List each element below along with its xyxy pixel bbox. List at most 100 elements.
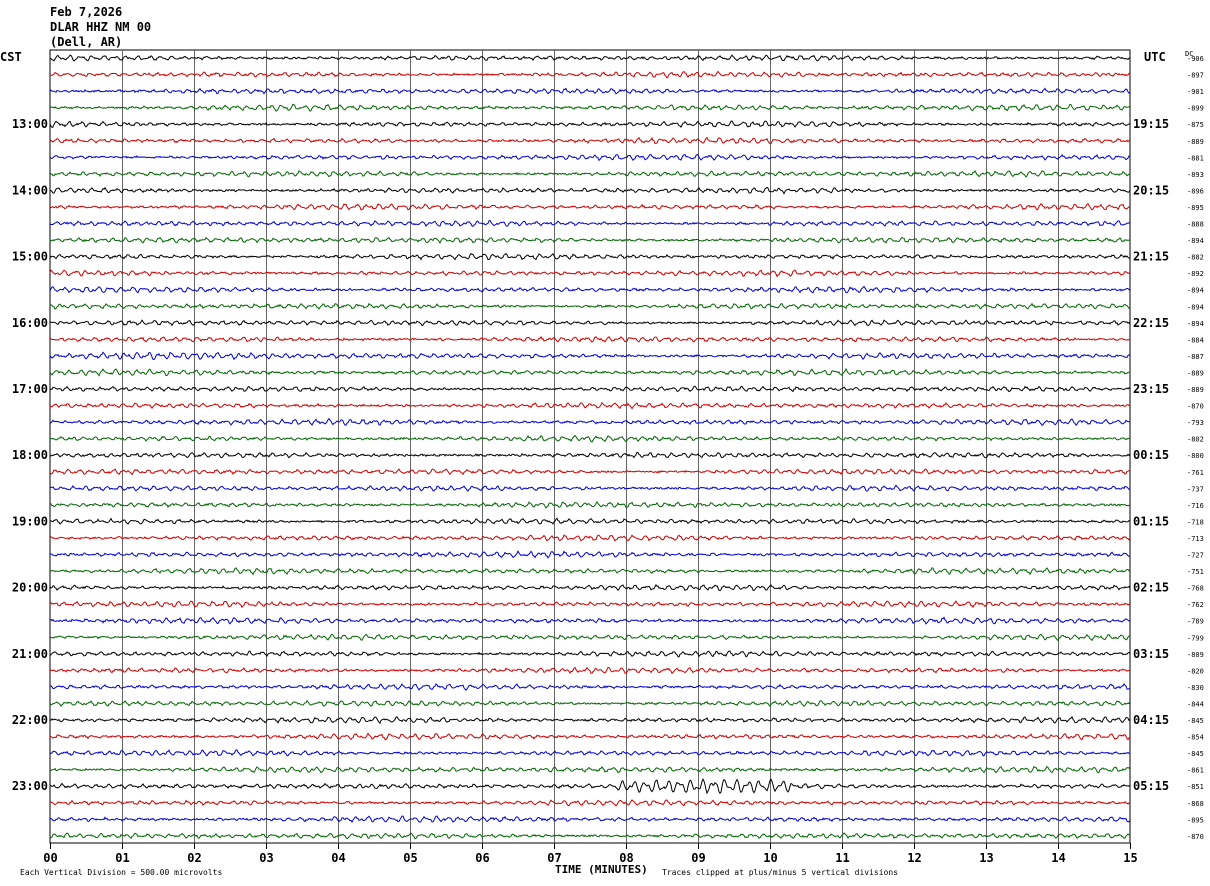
dc-offset-label: -800 — [1187, 452, 1204, 460]
seismic-trace — [49, 54, 1131, 62]
x-tick-label: 04 — [331, 851, 345, 865]
x-tick-label: 00 — [43, 851, 57, 865]
left-hour-label: 18:00 — [12, 448, 48, 462]
right-hour-label: 01:15 — [1133, 514, 1169, 528]
dc-offset-label: -789 — [1187, 618, 1204, 626]
dc-offset-label: -713 — [1187, 535, 1204, 543]
dc-offset-label: -894 — [1187, 303, 1204, 311]
seismic-trace — [49, 302, 1131, 310]
seismic-trace — [49, 815, 1131, 824]
right-timezone-label: UTC — [1144, 50, 1166, 64]
dc-offset-label: -845 — [1187, 717, 1204, 725]
x-tick-label: 01 — [115, 851, 129, 865]
left-timezone-label: CST — [0, 50, 22, 64]
dc-offset-label: -802 — [1187, 436, 1204, 444]
dc-offset-label: -870 — [1187, 833, 1204, 841]
seismic-trace — [49, 633, 1131, 642]
dc-offset-label: -899 — [1187, 105, 1204, 113]
left-hour-label: 17:00 — [12, 382, 48, 396]
dc-offset-label: -762 — [1187, 601, 1204, 609]
right-hour-label: 04:15 — [1133, 713, 1169, 727]
seismic-trace — [49, 484, 1131, 492]
right-hour-label: 19:15 — [1133, 117, 1169, 131]
location-label: (Dell, AR) — [50, 35, 123, 49]
seismic-trace — [49, 70, 1131, 79]
dc-offset-label: -888 — [1187, 221, 1204, 229]
seismic-trace — [49, 650, 1131, 658]
seismic-trace — [49, 351, 1131, 361]
right-hour-label: 21:15 — [1133, 250, 1169, 264]
dc-offset-label: -716 — [1187, 502, 1204, 510]
left-hour-label: 13:00 — [12, 117, 48, 131]
dc-offset-label: -799 — [1187, 634, 1204, 642]
seismic-trace — [49, 385, 1131, 393]
x-tick-label: 05 — [403, 851, 417, 865]
seismic-trace — [49, 367, 1131, 377]
seismic-trace — [49, 799, 1131, 807]
left-hour-label: 22:00 — [12, 713, 48, 727]
dc-offset-label: -901 — [1187, 88, 1204, 96]
left-hour-label: 16:00 — [12, 316, 48, 330]
left-hour-label: 14:00 — [12, 183, 48, 197]
seismic-trace — [49, 285, 1131, 294]
seismic-trace — [49, 136, 1131, 145]
seismic-trace — [49, 252, 1131, 261]
dc-offset-label: -870 — [1187, 403, 1204, 411]
seismic-trace — [49, 699, 1131, 708]
dc-offset-label: -854 — [1187, 734, 1204, 742]
seismic-trace — [49, 87, 1131, 95]
seismic-trace — [49, 778, 1131, 795]
dc-label: DC — [1185, 50, 1193, 58]
seismic-trace — [49, 120, 1131, 129]
seismic-trace — [49, 202, 1131, 211]
dc-offset-label: -718 — [1187, 518, 1204, 526]
right-hour-label: 02:15 — [1133, 581, 1169, 595]
dc-offset-label: -830 — [1187, 684, 1204, 692]
x-tick-label: 06 — [475, 851, 489, 865]
seismic-trace — [49, 517, 1131, 525]
dc-offset-label: -844 — [1187, 700, 1204, 708]
dc-offset-label: -889 — [1187, 369, 1204, 377]
seismic-trace — [49, 451, 1131, 459]
dc-offset-label: -894 — [1187, 237, 1204, 245]
x-axis-title: TIME (MINUTES) — [555, 863, 648, 876]
seismic-trace — [49, 335, 1131, 343]
dc-offset-label: -809 — [1187, 651, 1204, 659]
seismic-trace — [49, 666, 1131, 675]
x-tick-label: 12 — [907, 851, 921, 865]
seismic-trace — [49, 683, 1131, 691]
x-tick-label: 07 — [547, 851, 561, 865]
left-hour-label: 15:00 — [12, 250, 48, 264]
footer-right-note: Traces clipped at plus/minus 5 vertical … — [662, 868, 898, 877]
seismic-trace — [49, 616, 1131, 625]
dc-offset-label: -761 — [1187, 469, 1204, 477]
dc-offset-label: -889 — [1187, 386, 1204, 394]
x-tick-label: 10 — [763, 851, 777, 865]
dc-offset-label: -793 — [1187, 419, 1204, 427]
dc-offset-label: -889 — [1187, 138, 1204, 146]
dc-offset-label: -820 — [1187, 667, 1204, 675]
seismic-trace — [49, 765, 1131, 774]
dc-offset-label: -727 — [1187, 552, 1204, 560]
dc-offset-label: -897 — [1187, 72, 1204, 80]
x-tick-label: 09 — [691, 851, 705, 865]
dc-offset-label: -894 — [1187, 320, 1204, 328]
date-label: Feb 7,2026 — [50, 5, 123, 19]
left-hour-label: 23:00 — [12, 779, 48, 793]
x-tick-label: 15 — [1123, 851, 1137, 865]
x-tick-label: 02 — [187, 851, 201, 865]
dc-offset-label: -875 — [1187, 121, 1204, 129]
dc-offset-label: -893 — [1187, 171, 1204, 179]
dc-offset-label: -881 — [1187, 154, 1204, 162]
seismic-trace — [49, 417, 1131, 427]
seismic-trace — [49, 153, 1131, 162]
dc-offset-label: -896 — [1187, 187, 1204, 195]
seismic-trace — [49, 600, 1131, 609]
seismic-trace — [49, 236, 1131, 244]
left-hour-label: 19:00 — [12, 514, 48, 528]
x-tick-label: 13 — [979, 851, 993, 865]
seismic-trace — [49, 583, 1131, 592]
seismic-trace — [49, 219, 1131, 228]
seismic-trace — [49, 319, 1131, 327]
